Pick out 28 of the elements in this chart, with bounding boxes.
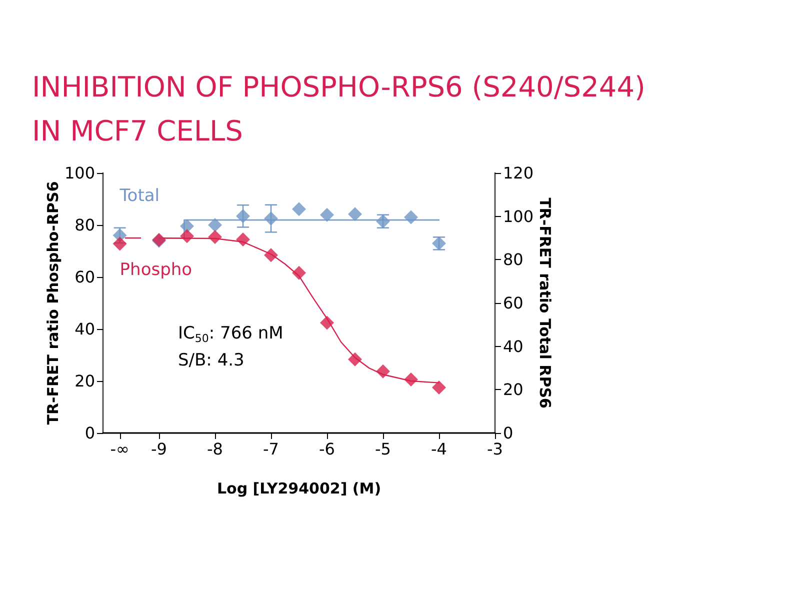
- series-label: Total: [118, 186, 160, 206]
- x-tick-label: -∞: [110, 440, 130, 458]
- y-tick-label: 60: [74, 268, 95, 286]
- y-tick-label: 40: [74, 320, 95, 338]
- y2-tick-label: 0: [503, 424, 514, 442]
- y-tick-label: 0: [84, 424, 95, 442]
- y2-tick-label: 100: [503, 206, 534, 226]
- x-tick-label: -4: [431, 440, 447, 458]
- series-label: Phospho: [120, 260, 192, 280]
- y-tick-label: 80: [74, 216, 95, 234]
- y2-tick-label: 40: [503, 336, 524, 356]
- x-tick-label: -6: [319, 440, 335, 458]
- y2-axis-title: TR-FRET ratio Total RPS6: [536, 198, 554, 408]
- x-tick-label: -5: [375, 440, 391, 458]
- chart-title: INHIBITION OF PHOSPHO-RPS6 (S240/S244) IN MCF7 CELLS: [32, 70, 654, 148]
- x-tick-label: -3: [487, 440, 503, 458]
- y2-tick-label: 80: [503, 250, 524, 270]
- x-tick-label: -8: [207, 440, 223, 458]
- x-tick-label: -7: [263, 440, 279, 458]
- y-tick-label: 100: [64, 164, 95, 182]
- y-axis-title: TR-FRET ratio Phospho-RPS6: [44, 181, 62, 425]
- x-axis-title: Log [LY294002] (M): [216, 480, 382, 498]
- x-tick-label: -9: [151, 440, 167, 458]
- y2-tick-label: 20: [503, 380, 524, 400]
- y2-tick-label: 120: [503, 164, 534, 182]
- y-tick-label: 20: [74, 372, 95, 390]
- y2-tick-label: 60: [503, 294, 524, 312]
- annotation: S/B: 4.3: [178, 350, 244, 370]
